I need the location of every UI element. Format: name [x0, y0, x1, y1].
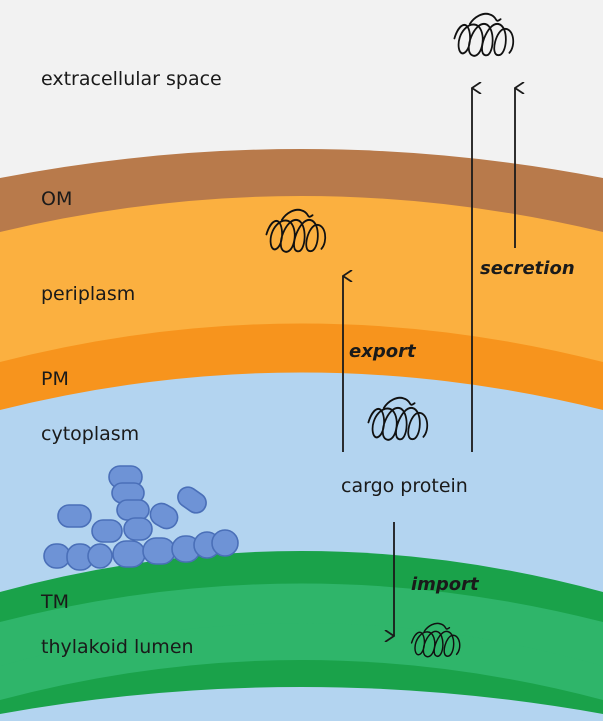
granule	[43, 543, 71, 569]
granule	[177, 486, 207, 514]
granule	[149, 502, 179, 530]
granule	[91, 519, 123, 543]
label-tm: TM	[40, 591, 69, 613]
label-export: export	[349, 341, 417, 362]
label-cargo-protein: cargo protein	[341, 475, 468, 497]
label-pm: PM	[41, 368, 69, 390]
granule	[112, 540, 146, 568]
label-cytoplasm: cytoplasm	[41, 423, 139, 445]
lower-cytoplasm-layer	[0, 687, 603, 721]
granule	[116, 499, 150, 521]
granule-cluster	[43, 465, 239, 571]
label-secretion: secretion	[480, 258, 575, 279]
label-extracellular-space: extracellular space	[41, 68, 222, 90]
label-om: OM	[41, 188, 72, 210]
granule	[142, 537, 176, 565]
granule	[87, 543, 113, 569]
granule	[211, 529, 239, 557]
granule	[123, 517, 153, 541]
label-import: import	[411, 574, 480, 595]
label-thylakoid-lumen: thylakoid lumen	[41, 636, 194, 658]
label-periplasm: periplasm	[41, 283, 135, 305]
granule	[57, 504, 92, 528]
